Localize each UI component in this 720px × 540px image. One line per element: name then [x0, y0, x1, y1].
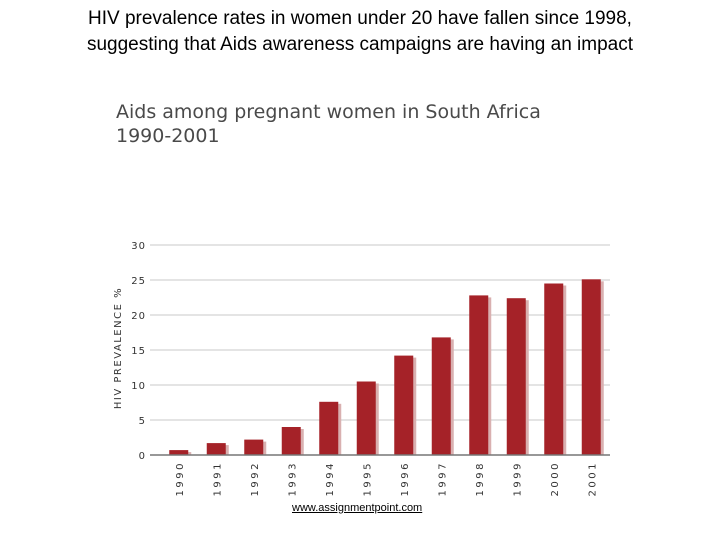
bars [169, 279, 604, 455]
y-tick-label: 10 [131, 381, 146, 392]
x-axis-ticks: 1990 1991 1992 1993 1994 1995 1996 1997 1998 1999… [175, 461, 599, 496]
x-tick-label: 1996 [400, 461, 411, 496]
chart-title: Aids among pregnant women in South Afric… [116, 101, 541, 123]
bar-1998 [469, 295, 489, 455]
x-tick-label: 2000 [550, 461, 561, 496]
y-axis-ticks: 0 5 10 15 20 25 30 [131, 241, 146, 462]
bar-2000 [544, 283, 564, 455]
x-tick-label: 1992 [250, 461, 261, 496]
x-tick-label: 1997 [437, 461, 448, 496]
bar-1993 [281, 427, 301, 455]
y-axis-label: HIV PREVALENCE % [113, 287, 124, 409]
x-tick-label: 1991 [212, 461, 223, 496]
footer-link[interactable]: www.assignmentpoint.com [292, 502, 423, 514]
y-tick-label: 30 [131, 241, 146, 252]
x-tick-label: 1993 [287, 461, 298, 496]
x-tick-label: 1998 [475, 461, 486, 496]
bar-1995 [356, 381, 376, 455]
y-tick-label: 20 [131, 311, 146, 322]
y-tick-label: 15 [131, 346, 146, 357]
chart-subtitle: 1990-2001 [116, 125, 220, 147]
chart-title-block: Aids among pregnant women in South Afric… [116, 100, 541, 148]
x-tick-label: 1994 [325, 461, 336, 496]
y-tick-label: 5 [139, 416, 146, 427]
x-tick-label: 1995 [362, 461, 373, 496]
bar-1994 [319, 401, 339, 455]
bar-1996 [394, 355, 414, 455]
gridlines [150, 244, 610, 421]
x-tick-label: 1990 [175, 461, 186, 496]
bar-1991 [206, 443, 226, 455]
bar-1997 [431, 337, 451, 455]
x-tick-label: 2001 [587, 461, 598, 496]
slide-title: HIV prevalence rates in women under 20 h… [0, 6, 720, 58]
x-tick-label: 1999 [512, 461, 523, 496]
slide-title-line-2: suggesting that Aids awareness campaigns… [86, 34, 634, 55]
bar-1992 [244, 439, 264, 455]
bar-1999 [506, 298, 526, 455]
y-tick-label: 25 [131, 276, 146, 287]
bar-1990 [169, 450, 189, 455]
y-tick-label: 0 [139, 451, 146, 462]
slide-title-line-1: HIV prevalence rates in women under 20 h… [88, 8, 632, 29]
bar-2001 [581, 279, 601, 455]
